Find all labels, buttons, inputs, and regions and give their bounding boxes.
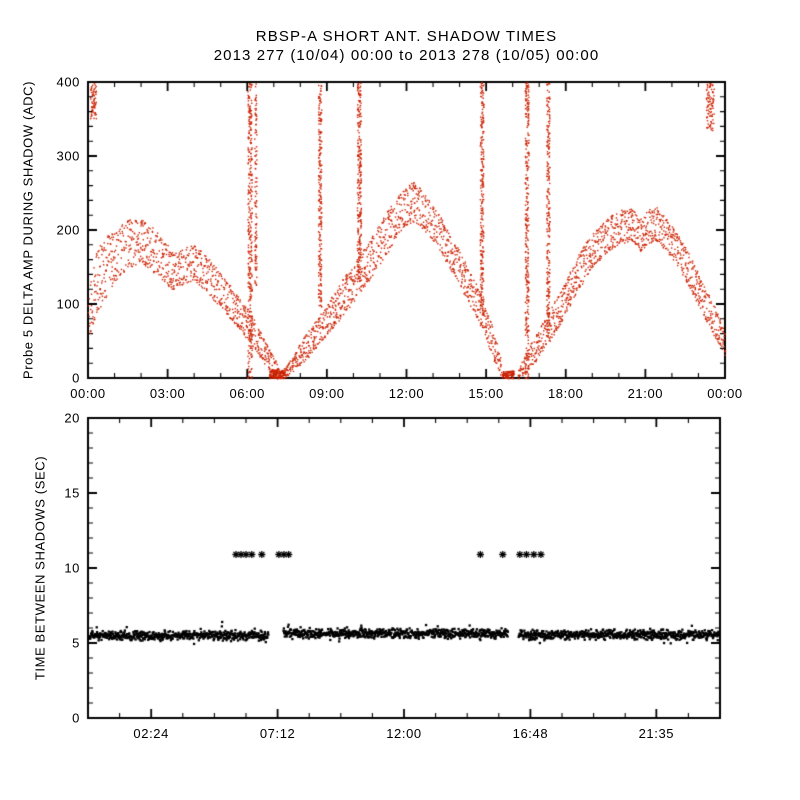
bottom-y-tick-label: 20 (64, 410, 80, 426)
top-x-tick-label: 09:00 (309, 386, 345, 401)
top-y-tick-label: 400 (56, 74, 80, 90)
top-x-tick-label: 00:00 (707, 386, 743, 401)
bottom-x-tick-label: 02:24 (133, 726, 169, 741)
bottom-x-tick-label: 21:35 (638, 726, 675, 741)
bottom-y-tick-label: 15 (64, 485, 80, 501)
top-y-axis-title: Probe 5 DELTA AMP DURING SHADOW (ADC) (20, 80, 36, 380)
top-x-tick-label: 21:00 (627, 386, 664, 401)
bottom-y-tick-label: 0 (72, 710, 80, 726)
top-x-tick-label: 00:00 (70, 386, 106, 401)
bottom-x-tick-label: 12:00 (386, 726, 422, 741)
top-y-tick-label: 100 (56, 296, 80, 312)
bottom-y-tick-label: 5 (72, 635, 80, 651)
bottom-x-tick-label: 16:48 (512, 726, 549, 741)
top-x-tick-label: 15:00 (468, 386, 504, 401)
chart-subtitle: 2013 277 (10/04) 00:00 to 2013 278 (10/0… (213, 47, 600, 64)
top-y-tick-label: 0 (72, 370, 80, 386)
top-x-tick-label: 06:00 (229, 386, 266, 401)
top-x-tick-label: 03:00 (149, 386, 186, 401)
top-y-tick-label: 200 (56, 222, 80, 238)
bottom-x-tick-label: 07:12 (259, 726, 296, 741)
bottom-y-axis-title: TIME BETWEEN SHADOWS (SEC) (32, 455, 48, 681)
top-x-tick-label: 12:00 (388, 386, 425, 401)
chart-title: RBSP-A SHORT ANT. SHADOW TIMES (255, 28, 558, 45)
bottom-y-tick-label: 10 (64, 560, 80, 576)
top-x-tick-label: 18:00 (547, 386, 584, 401)
top-y-tick-label: 300 (56, 148, 80, 164)
